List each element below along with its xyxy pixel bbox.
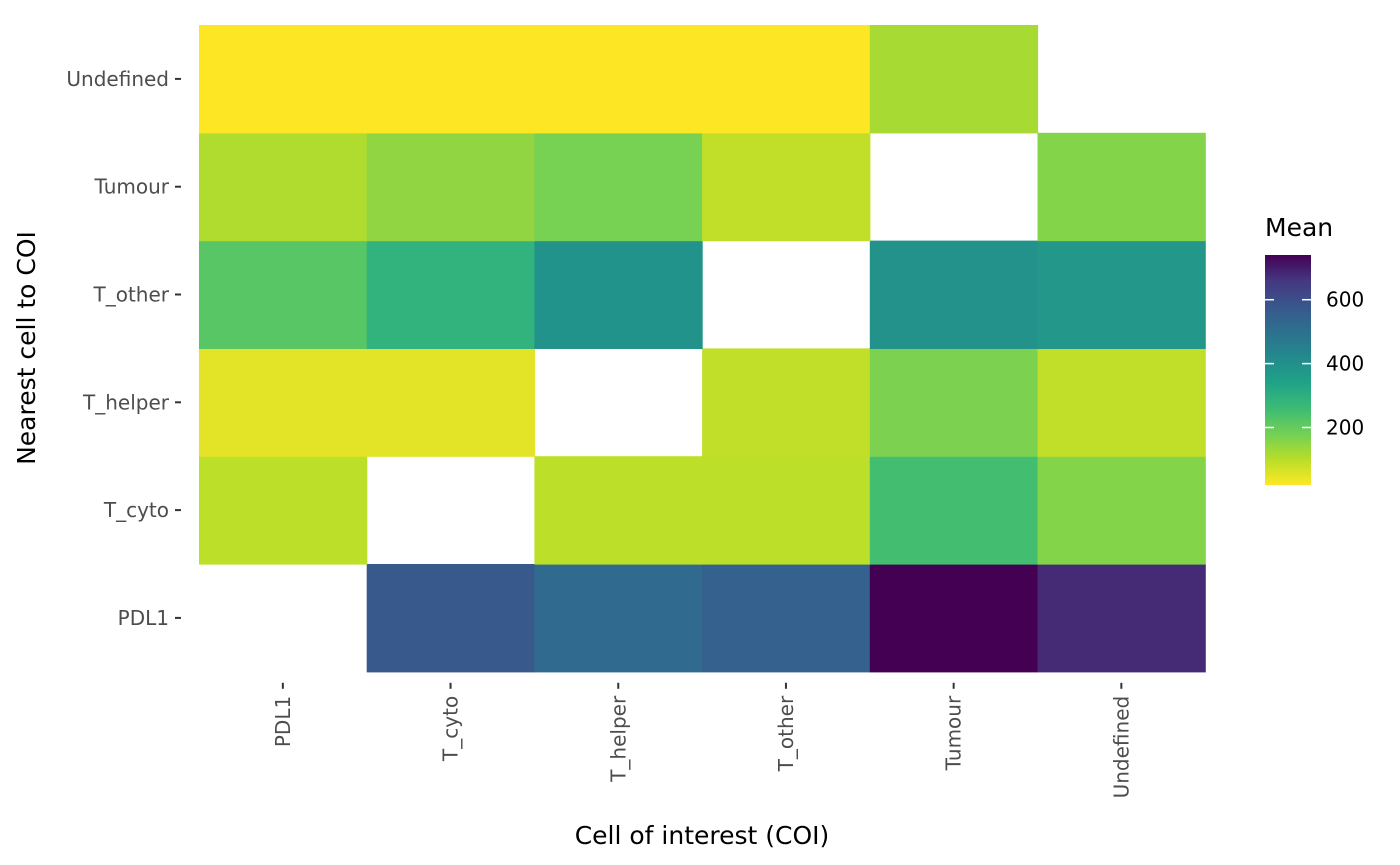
y-tick-label: T_helper [82, 390, 170, 414]
x-tick-label: T_cyto [439, 696, 463, 762]
heatmap-cell-T_other-Undefined [1037, 240, 1206, 349]
y-axis-title: Nearest cell to COI [12, 231, 41, 465]
color-legend: Mean 200 400 600 [1265, 213, 1364, 485]
heatmap-cell-Tumour-Undefined [1037, 132, 1206, 242]
heatmap-cell-Undefined-T_helper [534, 25, 703, 134]
x-tick-label: T_helper [606, 695, 630, 783]
heatmap-cell-T_cyto-T_helper [534, 456, 703, 565]
legend-tick-label: 400 [1326, 352, 1364, 376]
heatmap-cell-Tumour-T_other [702, 132, 871, 242]
y-tick-label: PDL1 [118, 606, 169, 630]
x-tick-label: PDL1 [271, 696, 295, 747]
heatmap-cell-Undefined-Tumour [869, 25, 1039, 134]
y-tick-label: Undefined [66, 67, 169, 91]
heatmap-cell-T_helper-PDL1 [199, 348, 368, 457]
legend-tick-label: 600 [1326, 288, 1364, 312]
legend-colorbar [1265, 255, 1311, 485]
x-tick-label: Undefined [1109, 696, 1133, 799]
heatmap-cell-PDL1-T_cyto [366, 564, 535, 673]
x-axis-ticks: PDL1 T_cyto T_helper T_other Tumour Undefined [271, 682, 1133, 799]
heatmap-cell-T_helper-Tumour [869, 348, 1039, 457]
heatmap-cell-Tumour-T_cyto [366, 132, 535, 242]
heatmap-cell-PDL1-Undefined [1037, 564, 1206, 673]
heatmap-cell-Tumour-T_helper [534, 132, 703, 242]
heatmap-cell-T_helper-Undefined [1037, 348, 1206, 457]
heatmap-cell-T_other-PDL1 [199, 240, 368, 349]
y-tick-label: Tumour [94, 175, 170, 199]
legend-ticks: 200 400 600 [1265, 288, 1364, 440]
x-tick-label: Tumour [942, 695, 966, 771]
y-tick-label: T_cyto [103, 498, 169, 522]
heatmap-cell-T_other-T_cyto [366, 240, 535, 349]
heatmap-cell-T_other-Tumour [869, 240, 1039, 349]
heatmap-cell-T_cyto-Undefined [1037, 456, 1206, 565]
legend-tick-label: 200 [1326, 416, 1364, 440]
heatmap-cell-Undefined-PDL1 [199, 25, 368, 134]
heatmap-cell-Tumour-PDL1 [199, 132, 368, 242]
legend-title: Mean [1265, 213, 1333, 242]
heatmap-cell-T_cyto-Tumour [869, 456, 1039, 565]
heatmap-cell-Undefined-T_other [702, 25, 871, 134]
heatmap-cell-PDL1-Tumour [869, 564, 1039, 673]
heatmap-cell-T_other-T_helper [534, 240, 703, 349]
heatmap-cell-T_helper-T_cyto [366, 348, 535, 457]
heatmap-cells [199, 25, 1206, 673]
heatmap-cell-T_helper-T_other [702, 348, 871, 457]
x-axis-title: Cell of interest (COI) [575, 821, 830, 850]
heatmap-cell-T_cyto-T_other [702, 456, 871, 565]
heatmap-cell-PDL1-T_other [702, 564, 871, 673]
x-tick-label: T_other [774, 695, 798, 772]
y-tick-label: T_other [93, 283, 170, 307]
heatmap-cell-T_cyto-PDL1 [199, 456, 368, 565]
heatmap-cell-PDL1-T_helper [534, 564, 703, 673]
heatmap-cell-Undefined-T_cyto [366, 25, 535, 134]
y-axis-ticks: PDL1 T_cyto T_helper T_other Tumour Undefined [66, 67, 181, 630]
